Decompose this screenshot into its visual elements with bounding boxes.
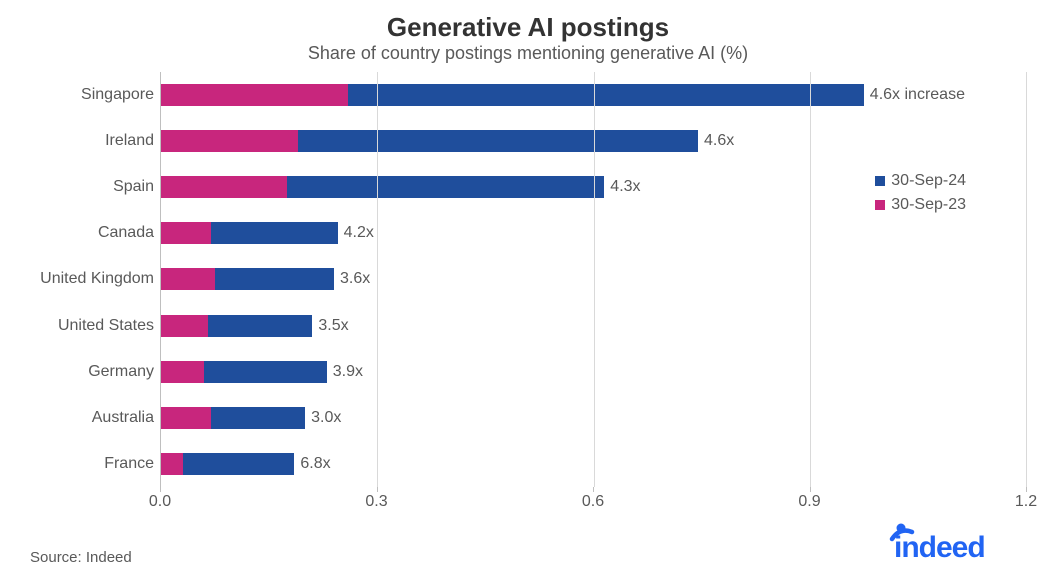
bar-annotation: 6.8x [300, 455, 330, 473]
bar-segment-sep23 [161, 407, 211, 429]
x-tick-label: 1.2 [1015, 493, 1037, 511]
y-axis-label: Spain [30, 178, 154, 196]
grid-line [1026, 72, 1027, 487]
grid-line [810, 72, 811, 487]
indeed-logo: indeed [886, 521, 1026, 566]
x-tick-label: 0.0 [149, 493, 171, 511]
bar-segment-sep23 [161, 84, 348, 106]
bar-segment-sep24 [211, 407, 305, 429]
x-tick-label: 0.3 [365, 493, 387, 511]
bar-segment-sep24 [298, 130, 698, 152]
legend-label: 30-Sep-23 [891, 196, 966, 214]
x-tick-label: 0.9 [798, 493, 820, 511]
y-axis-label: France [30, 455, 154, 473]
chart-title: Generative AI postings [30, 12, 1026, 43]
bar-annotation: 4.6x increase [870, 86, 965, 104]
y-axis-label: United States [30, 317, 154, 335]
y-axis-label: Germany [30, 363, 154, 381]
y-axis-label: Canada [30, 224, 154, 242]
legend-swatch [875, 200, 885, 210]
y-axis-label: Singapore [30, 86, 154, 104]
y-axis-label: United Kingdom [30, 270, 154, 288]
legend-label: 30-Sep-24 [891, 172, 966, 190]
legend: 30-Sep-24 30-Sep-23 [875, 172, 966, 214]
source-text: Source: Indeed [30, 549, 132, 566]
x-tick-mark [377, 487, 378, 492]
bar-segment-sep24 [211, 222, 337, 244]
x-tick-mark [593, 487, 594, 492]
bar-annotation: 4.2x [344, 224, 374, 242]
bars-region: 4.6x increase 4.6x 4.3x 4.2x 3.6x 3.5x 3.9x 3.0… [160, 72, 1026, 487]
bar-segment-sep24 [215, 268, 334, 290]
y-axis-label: Ireland [30, 132, 154, 150]
bar-segment-sep24 [348, 84, 863, 106]
grid-line [594, 72, 595, 487]
bar-segment-sep23 [161, 176, 287, 198]
chart-subtitle: Share of country postings mentioning gen… [30, 43, 1026, 64]
x-tick-label: 0.6 [582, 493, 604, 511]
bar-annotation: 4.6x [704, 132, 734, 150]
bar-segment-sep23 [161, 315, 208, 337]
x-axis-ticks: 0.00.30.60.91.2 [160, 487, 1026, 515]
bar-segment-sep23 [161, 453, 183, 475]
bar-segment-sep23 [161, 268, 215, 290]
bar-segment-sep24 [204, 361, 327, 383]
y-axis-labels: Singapore Ireland Spain Canada United Kingdo… [30, 72, 160, 487]
x-tick-mark [810, 487, 811, 492]
y-axis-label: Australia [30, 409, 154, 427]
bar-segment-sep23 [161, 130, 298, 152]
x-axis-spacer [30, 487, 160, 515]
x-axis: 0.00.30.60.91.2 [30, 487, 1026, 515]
legend-swatch [875, 176, 885, 186]
x-tick-mark [1026, 487, 1027, 492]
legend-item: 30-Sep-24 [875, 172, 966, 190]
indeed-logo-svg: indeed [886, 521, 1026, 561]
bar-segment-sep24 [208, 315, 313, 337]
grid-line [377, 72, 378, 487]
plot-area: Singapore Ireland Spain Canada United Kingdo… [30, 72, 1026, 487]
x-tick-mark [160, 487, 161, 492]
legend-item: 30-Sep-23 [875, 196, 966, 214]
bar-annotation: 4.3x [610, 178, 640, 196]
bar-annotation: 3.9x [333, 363, 363, 381]
bar-annotation: 3.6x [340, 270, 370, 288]
footer: Source: Indeed indeed [30, 521, 1026, 566]
bar-segment-sep23 [161, 222, 211, 244]
bar-segment-sep24 [287, 176, 604, 198]
bar-annotation: 3.5x [318, 317, 348, 335]
bar-segment-sep23 [161, 361, 204, 383]
svg-text:indeed: indeed [894, 531, 985, 561]
bar-annotation: 3.0x [311, 409, 341, 427]
chart-container: Generative AI postings Share of country … [0, 0, 1056, 576]
bar-segment-sep24 [183, 453, 295, 475]
